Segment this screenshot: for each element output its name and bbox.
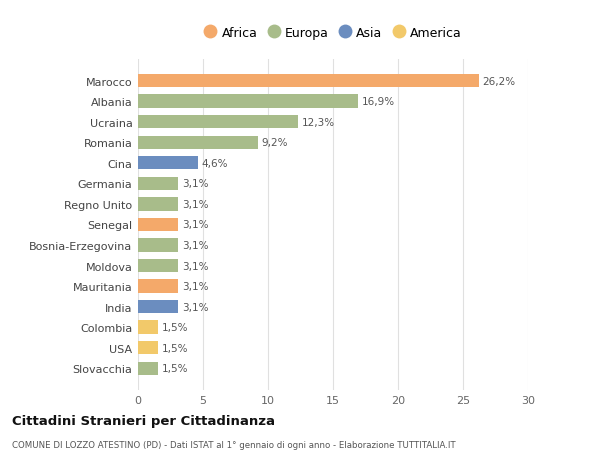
Bar (138, 95, 358, 108)
Text: 3,1%: 3,1% (182, 302, 209, 312)
Text: COMUNE DI LOZZO ATESTINO (PD) - Dati ISTAT al 1° gennaio di ogni anno - Elaboraz: COMUNE DI LOZZO ATESTINO (PD) - Dati IST… (12, 441, 455, 449)
Bar (138, 362, 157, 375)
Text: 3,1%: 3,1% (182, 220, 209, 230)
Bar (138, 136, 257, 150)
Bar (138, 218, 178, 232)
Text: 12,3%: 12,3% (302, 118, 335, 127)
Text: 4,6%: 4,6% (202, 158, 228, 168)
Text: 26,2%: 26,2% (482, 76, 515, 86)
Text: Cittadini Stranieri per Cittadinanza: Cittadini Stranieri per Cittadinanza (12, 414, 275, 428)
Text: 1,5%: 1,5% (161, 343, 188, 353)
Text: 3,1%: 3,1% (182, 281, 209, 291)
Text: 3,1%: 3,1% (182, 241, 209, 251)
Bar (138, 321, 157, 334)
Bar (138, 75, 479, 88)
Bar (138, 157, 198, 170)
Bar (138, 280, 178, 293)
Bar (138, 259, 178, 273)
Text: 9,2%: 9,2% (262, 138, 288, 148)
Bar (138, 239, 178, 252)
Bar (138, 116, 298, 129)
Text: 3,1%: 3,1% (182, 199, 209, 209)
Bar (138, 341, 157, 355)
Text: 1,5%: 1,5% (161, 364, 188, 374)
Text: 3,1%: 3,1% (182, 179, 209, 189)
Legend: Africa, Europa, Asia, America: Africa, Europa, Asia, America (200, 23, 466, 44)
Bar (138, 177, 178, 190)
Bar (138, 300, 178, 313)
Text: 1,5%: 1,5% (161, 323, 188, 332)
Bar (138, 198, 178, 211)
Text: 3,1%: 3,1% (182, 261, 209, 271)
Text: 16,9%: 16,9% (362, 97, 395, 107)
